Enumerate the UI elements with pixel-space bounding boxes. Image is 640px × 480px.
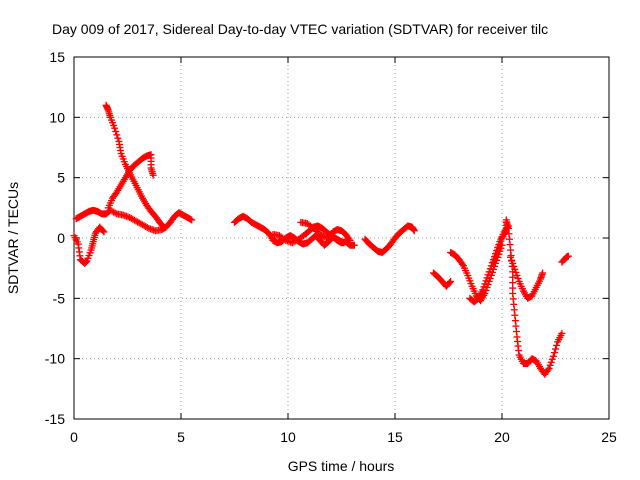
data-point: [447, 277, 455, 285]
data-point: [479, 286, 487, 294]
data-point: [149, 171, 157, 179]
data-point: [446, 279, 454, 287]
x-tick-label: 20: [494, 429, 510, 445]
data-point: [326, 231, 334, 239]
data-point: [485, 268, 493, 276]
data-point: [188, 216, 196, 224]
data-point: [497, 237, 505, 245]
y-tick-label: 0: [57, 230, 65, 246]
data-point: [511, 265, 519, 273]
data-point: [99, 227, 107, 235]
x-tick-label: 25: [601, 429, 617, 445]
x-tick-label: 15: [387, 429, 403, 445]
data-point: [410, 227, 418, 235]
axis-ticks: [73, 56, 610, 420]
y-tick-label: -5: [53, 290, 66, 306]
data-point: [482, 277, 490, 285]
data-point: [114, 134, 122, 142]
y-tick-label: 5: [57, 170, 65, 186]
data-point: [159, 222, 167, 230]
x-tick-label: 5: [177, 429, 185, 445]
data-point: [486, 265, 494, 273]
x-tick-label: 10: [280, 429, 296, 445]
y-tick-label: -15: [45, 411, 65, 427]
data-point: [480, 283, 488, 291]
data-point: [539, 269, 547, 277]
data-point: [323, 234, 331, 242]
data-point: [558, 329, 566, 337]
data-point: [111, 124, 119, 132]
data-point: [489, 258, 497, 266]
data-point: [510, 262, 518, 270]
y-tick-label: 15: [49, 49, 65, 65]
data-point: [507, 253, 515, 261]
data-point: [313, 227, 321, 235]
data-point: [143, 223, 151, 231]
data-point: [508, 256, 516, 264]
data-point: [481, 280, 489, 288]
data-point: [550, 349, 558, 357]
data-point: [487, 262, 495, 270]
data-point: [112, 128, 120, 136]
data-point: [564, 252, 572, 260]
data-point: [512, 268, 520, 276]
data-point: [496, 240, 504, 248]
data-points: [70, 101, 572, 378]
data-point: [509, 259, 517, 267]
data-point: [553, 341, 561, 349]
data-point: [491, 255, 499, 263]
chart-title: Day 009 of 2017, Sidereal Day-to-day VTE…: [52, 21, 548, 37]
x-tick-label: 0: [70, 429, 78, 445]
data-point: [111, 209, 119, 217]
data-point: [100, 228, 108, 236]
data-point: [552, 345, 559, 353]
x-axis-label: GPS time / hours: [288, 458, 395, 474]
data-point: [492, 252, 500, 260]
data-point: [549, 352, 557, 360]
data-point: [547, 358, 555, 366]
y-axis: -15 -10 -5 0 5 10 15: [45, 49, 65, 427]
data-point: [548, 355, 556, 363]
data-point: [310, 224, 318, 232]
data-point: [113, 131, 121, 139]
data-point: [544, 366, 552, 374]
data-point: [514, 274, 522, 282]
data-point: [494, 246, 502, 254]
data-point: [546, 361, 554, 369]
y-axis-label: SDTVAR / TECUs: [5, 182, 21, 294]
data-point: [484, 271, 492, 279]
data-point: [493, 249, 501, 257]
data-point: [495, 243, 503, 251]
data-point: [160, 223, 168, 231]
data-point: [483, 274, 491, 282]
data-point: [345, 235, 353, 243]
data-point: [311, 226, 319, 234]
data-point: [324, 232, 332, 240]
data-point: [340, 239, 348, 247]
data-point: [513, 271, 521, 279]
data-point: [458, 260, 466, 268]
data-point: [545, 364, 553, 372]
x-axis: 0 5 10 15 20 25: [70, 429, 617, 445]
data-point: [350, 241, 358, 249]
data-point: [346, 236, 354, 244]
y-tick-label: -10: [45, 351, 65, 367]
y-tick-label: 10: [49, 109, 65, 125]
